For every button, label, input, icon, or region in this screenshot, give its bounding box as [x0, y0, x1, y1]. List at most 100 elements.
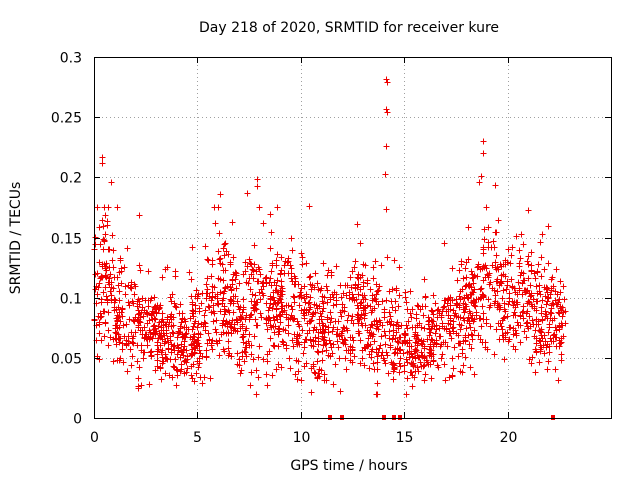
data-point — [442, 377, 449, 384]
data-point — [319, 298, 326, 305]
data-point — [160, 322, 167, 329]
data-point — [217, 260, 224, 267]
data-point — [217, 191, 224, 198]
data-point — [136, 364, 143, 371]
x-axis-title: GPS time / hours — [290, 458, 407, 474]
data-point — [351, 264, 358, 271]
data-point — [483, 320, 490, 327]
data-point — [292, 371, 299, 378]
data-point — [247, 286, 254, 293]
data-point — [374, 323, 381, 330]
data-point — [321, 377, 328, 384]
data-point — [535, 261, 542, 268]
data-point — [145, 268, 152, 275]
data-point — [202, 327, 209, 334]
data-point — [548, 287, 555, 294]
data-point — [177, 368, 184, 375]
data-point — [142, 331, 149, 338]
data-point — [479, 303, 486, 310]
data-point — [128, 279, 135, 286]
data-point — [439, 351, 446, 358]
data-point — [242, 259, 249, 266]
data-point — [102, 284, 109, 291]
data-point — [183, 330, 190, 337]
x-axis-ticks: 0 5 10 15 20 — [90, 57, 517, 446]
data-point — [377, 342, 384, 349]
data-point — [449, 265, 456, 272]
data-point — [499, 332, 506, 339]
data-point — [361, 312, 368, 319]
data-point — [516, 263, 523, 270]
data-point — [506, 324, 513, 331]
data-point — [248, 369, 255, 376]
data-point — [221, 348, 228, 355]
data-point — [547, 309, 554, 316]
data-point — [467, 324, 474, 331]
data-point — [492, 264, 499, 271]
data-point — [103, 293, 110, 300]
data-point — [328, 344, 335, 351]
data-point — [230, 271, 237, 278]
data-point — [205, 330, 212, 337]
data-point — [215, 204, 222, 211]
data-point — [227, 323, 234, 330]
data-point — [277, 271, 284, 278]
data-point — [533, 340, 540, 347]
data-point — [513, 233, 520, 240]
data-point — [248, 261, 255, 268]
data-point — [275, 361, 282, 368]
data-point — [474, 264, 481, 271]
data-point — [178, 349, 185, 356]
y-tick-label: 0.15 — [51, 232, 82, 248]
data-point — [269, 305, 276, 312]
data-point — [215, 300, 222, 307]
data-point — [240, 339, 247, 346]
zero-data-point — [328, 415, 332, 420]
data-point — [170, 322, 177, 329]
data-point — [376, 345, 383, 352]
data-point — [107, 271, 114, 278]
data-point — [152, 325, 159, 332]
data-point — [341, 308, 348, 315]
data-point — [430, 292, 437, 299]
data-point — [384, 109, 391, 116]
data-point — [309, 311, 316, 318]
data-point — [389, 304, 396, 311]
data-point — [536, 337, 543, 344]
data-point — [335, 318, 342, 325]
data-point — [264, 351, 271, 358]
data-point — [496, 306, 503, 313]
data-point — [503, 286, 510, 293]
data-point — [126, 302, 133, 309]
data-point — [500, 261, 507, 268]
data-point — [192, 302, 199, 309]
data-point — [485, 274, 492, 281]
y-tick-label: 0.3 — [60, 51, 82, 67]
data-point — [115, 331, 122, 338]
data-point — [329, 328, 336, 335]
data-point — [314, 375, 321, 382]
data-point — [136, 298, 143, 305]
data-point — [471, 371, 478, 378]
data-point — [498, 278, 505, 285]
data-point — [94, 204, 101, 211]
data-point — [215, 248, 222, 255]
data-point — [422, 371, 429, 378]
data-point — [149, 308, 156, 315]
data-point — [552, 366, 559, 373]
data-point — [153, 310, 160, 317]
data-point — [541, 332, 548, 339]
data-point — [387, 313, 394, 320]
data-point — [195, 364, 202, 371]
data-point — [107, 288, 114, 295]
data-point — [453, 300, 460, 307]
data-point — [485, 224, 492, 231]
data-point — [527, 323, 534, 330]
data-point — [374, 353, 381, 360]
data-point — [397, 363, 404, 370]
data-point — [257, 271, 264, 278]
data-point — [100, 289, 107, 296]
data-point — [559, 322, 566, 329]
data-point — [469, 312, 476, 319]
data-point — [209, 261, 216, 268]
